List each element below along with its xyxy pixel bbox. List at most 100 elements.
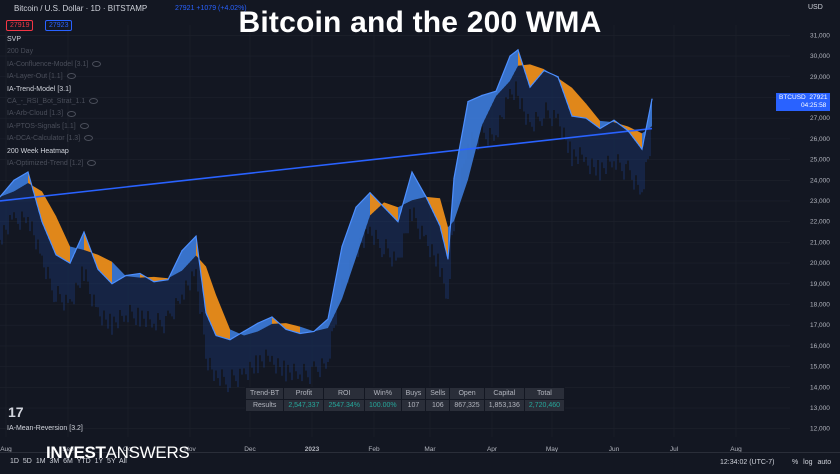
- indicator-item[interactable]: 200 Day: [7, 46, 101, 58]
- bear-segment: [154, 276, 168, 282]
- price-point: [369, 192, 371, 194]
- table-header-cell: Total: [523, 387, 566, 400]
- eye-icon[interactable]: [79, 123, 89, 129]
- sell-price-button[interactable]: 27919: [6, 20, 34, 31]
- x-tick-label: May: [546, 446, 559, 453]
- timeframe-option[interactable]: 6M: [63, 458, 77, 465]
- x-tick-label: Aug: [0, 446, 12, 453]
- price-tag-symbol: BTCUSD: [779, 94, 806, 101]
- bull-segment: [182, 236, 196, 271]
- indicator-item[interactable]: IA-Confluence-Model [3.1]: [7, 59, 102, 71]
- eye-icon[interactable]: [67, 110, 77, 117]
- y-tick-label: 14,000: [810, 384, 830, 391]
- price-point: [425, 196, 427, 198]
- bear-segment: [440, 198, 448, 259]
- x-tick-label: Sep: [62, 446, 74, 453]
- eye-icon[interactable]: [84, 135, 94, 142]
- brand-part-b: ANSWERS: [105, 443, 190, 462]
- x-tick-label: Jun: [609, 446, 620, 453]
- indicator-item[interactable]: IA-Layer-Out [1.1]: [7, 71, 101, 83]
- indicator-item[interactable]: CA_-_RSI_Bot_Strat_1.1: [7, 96, 101, 108]
- x-tick-label: Nov: [184, 446, 196, 453]
- timeframe-option[interactable]: 3M: [49, 458, 64, 465]
- indicator-label: CA_-_RSI_Bot_Strat_1.1: [7, 98, 86, 106]
- eye-icon[interactable]: [89, 98, 99, 105]
- bear-segment: [370, 192, 384, 216]
- scale-option[interactable]: auto: [817, 459, 832, 466]
- x-tick-label: Aug: [730, 446, 742, 453]
- bear-segment: [384, 202, 398, 222]
- tradingview-logo-icon: 17: [8, 404, 24, 420]
- timeframe-option[interactable]: 1D: [10, 458, 23, 465]
- y-tick-label: 26,000: [810, 136, 830, 143]
- price-point: [0, 196, 1, 198]
- y-tick-label: 21,000: [810, 239, 830, 246]
- indicator-item[interactable]: IA-DCA-Calculator [1.3]: [7, 133, 101, 145]
- wma-series-line: [0, 127, 653, 202]
- table-header-cell: Open: [449, 387, 485, 400]
- y-tick-label: 15,000: [810, 364, 830, 371]
- timeframe-option[interactable]: All: [119, 458, 127, 465]
- indicator-item[interactable]: SVP: [7, 34, 101, 46]
- indicator-label: SVP: [7, 36, 22, 43]
- price-point: [453, 177, 455, 179]
- price-point: [215, 334, 217, 337]
- timeframe-option[interactable]: 5D: [22, 458, 36, 465]
- y-tick-label: 16,000: [810, 343, 830, 350]
- clock: 12:34:02 (UTC-7): [720, 459, 775, 466]
- table-header-cell: Sells: [425, 387, 451, 400]
- x-tick-label: Dec: [244, 446, 256, 453]
- eye-icon[interactable]: [92, 60, 102, 67]
- indicator-item[interactable]: IA-Optimized-Trend [1.2]: [7, 158, 101, 170]
- price-point: [271, 316, 273, 318]
- price-point: [571, 115, 573, 117]
- buy-price-button[interactable]: 27923: [45, 20, 73, 31]
- table-cell: 2,547,337: [283, 399, 325, 412]
- price-point: [467, 101, 469, 103]
- indicator-item[interactable]: IA-PTOS-Signals [1.1]: [7, 121, 101, 133]
- currency-label[interactable]: USD: [808, 4, 823, 11]
- timeframe-option[interactable]: 1M: [35, 458, 50, 465]
- price-point: [83, 231, 85, 233]
- table-header-row: Trend-BT Profit ROI Win% Buys Sells Open Capita…: [244, 387, 566, 400]
- eye-icon[interactable]: [66, 73, 76, 80]
- price-point: [41, 221, 43, 223]
- x-tick-label: Apr: [487, 446, 498, 453]
- table-header-cell: Win%: [364, 387, 402, 400]
- bottom-toolbar: [0, 452, 840, 474]
- scale-option[interactable]: log: [803, 459, 818, 466]
- bear-segment: [42, 191, 56, 255]
- timeframe-option[interactable]: 5Y: [107, 458, 120, 465]
- bull-segment: [468, 95, 482, 180]
- eye-icon[interactable]: [87, 160, 97, 167]
- indicator-item[interactable]: IA-Trend-Model [3.1]: [7, 84, 101, 96]
- price-point: [509, 55, 511, 57]
- indicator-mean-reversion[interactable]: IA-Mean-Reversion [3.2]: [7, 425, 83, 432]
- price-point: [13, 179, 15, 181]
- price-point: [55, 254, 57, 256]
- results-table: Trend-BT Profit ROI Win% Buys Sells Open Capita…: [244, 387, 566, 412]
- symbol-title[interactable]: Bitcoin / U.S. Dollar · 1D · BITSTAMP: [14, 4, 148, 13]
- price-point: [383, 206, 385, 208]
- indicator-item[interactable]: 200 Week Heatmap: [7, 146, 101, 158]
- scale-option[interactable]: %: [792, 459, 804, 466]
- price-point: [229, 339, 231, 341]
- price-point: [495, 90, 497, 92]
- x-tick-label: Feb: [368, 446, 380, 453]
- timeframe-option[interactable]: YTD: [76, 458, 95, 465]
- timeframe-option[interactable]: 1Y: [94, 458, 108, 465]
- bull-segment: [258, 316, 272, 332]
- bull-segment: [342, 207, 356, 299]
- indicator-item[interactable]: IA-Arb-Cloud [1.3]: [7, 108, 101, 120]
- price-point: [529, 86, 531, 88]
- timeframe-selector: 1D 5D 1M 3M 6M YTD 1Y 5Y All: [10, 458, 127, 465]
- table-cell: Results: [244, 399, 285, 412]
- price-point: [195, 235, 197, 237]
- y-tick-label: 27,000: [810, 115, 830, 122]
- price-point: [97, 268, 99, 270]
- price-point: [599, 127, 601, 130]
- bear-segment: [586, 103, 600, 129]
- table-header-cell: Capital: [483, 387, 525, 400]
- price-point: [243, 330, 245, 333]
